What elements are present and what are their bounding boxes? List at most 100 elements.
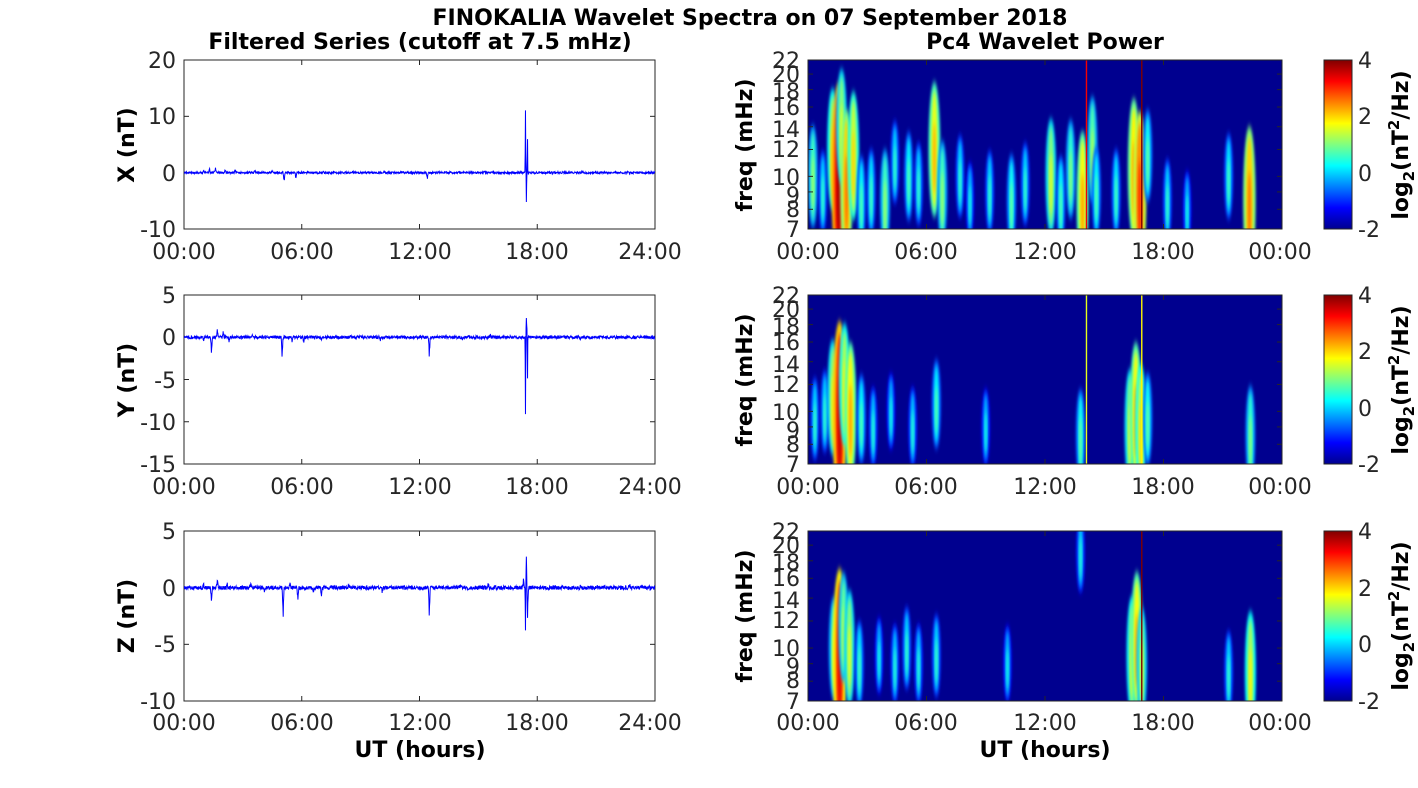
- power-burst-core: [1186, 194, 1189, 229]
- power-burst-core: [1247, 171, 1251, 229]
- power-burst-core: [1249, 415, 1252, 464]
- power-burst-core: [1024, 167, 1027, 212]
- colorbar-tick-label: -2: [1358, 690, 1380, 715]
- freq-tick-label: 22: [772, 49, 800, 74]
- power-burst-core: [1249, 648, 1252, 701]
- freq-tick-label: 10: [772, 166, 800, 191]
- freq-tick-label: 22: [772, 520, 800, 545]
- y-tick-label: 5: [162, 284, 176, 309]
- x-tick-label: 06:00: [270, 711, 333, 736]
- colorbar-tick-label: 0: [1358, 633, 1372, 658]
- power-burst-core: [860, 182, 863, 229]
- x-tick-label: 06:00: [270, 475, 333, 500]
- y-axis-label: freq (mHz): [733, 314, 758, 447]
- x-tick-label: 12:00: [388, 475, 451, 500]
- y-tick-label: 20: [148, 49, 176, 74]
- freq-tick-label: 9: [786, 184, 800, 209]
- power-burst-core: [935, 386, 938, 434]
- freq-tick-label: 7: [786, 218, 800, 243]
- power-burst-core: [1095, 174, 1098, 222]
- y-axis-label: Y (nT): [115, 343, 140, 418]
- power-burst-core: [1081, 173, 1085, 229]
- series-line-x: [184, 110, 655, 203]
- series-panel-x: 20 10 0 -10 00:00 06:00 12:00 18:00 24:0…: [115, 49, 682, 265]
- y-tick-label: -15: [140, 453, 176, 478]
- power-burst-core: [1069, 149, 1072, 202]
- x-tick-label: 18:00: [1131, 475, 1194, 500]
- spectrum-background: [808, 531, 1282, 701]
- freq-tick-label: 20: [772, 63, 800, 88]
- x-tick-label: 18:00: [1131, 711, 1194, 736]
- freq-tick-label: 8: [786, 198, 800, 223]
- power-burst-core: [893, 145, 897, 190]
- spectrum-panel-x: 22 20 18 16 14 12 10 9 8 7 00:00 06:00 1…: [733, 49, 1418, 265]
- spectrum-background: [808, 295, 1282, 464]
- y-tick-label: 5: [162, 520, 176, 545]
- x-tick-label: 00:00: [776, 240, 839, 265]
- power-burst-core: [917, 167, 920, 212]
- freq-tick-label: 14: [772, 118, 800, 143]
- freq-tick-label: 22: [772, 284, 800, 309]
- freq-tick-label: 12: [772, 138, 800, 163]
- x-tick-label: 24:00: [618, 240, 681, 265]
- colorbar-label: log2(nT2/Hz): [1385, 70, 1418, 219]
- spectrum-background: [808, 60, 1282, 229]
- x-tick-label: 24:00: [618, 475, 681, 500]
- power-burst-core: [1146, 137, 1149, 187]
- freq-tick-label: 16: [772, 567, 800, 592]
- power-burst-core: [848, 384, 852, 457]
- colorbar-z: 4 2 0 -2 log2(nT2/Hz): [1323, 520, 1418, 715]
- freq-tick-label: 12: [772, 609, 800, 634]
- power-burst-core: [935, 639, 938, 683]
- y-tick-label: -5: [154, 369, 176, 394]
- freq-tick-label: 8: [786, 433, 800, 458]
- freq-tick-label: 18: [772, 80, 800, 105]
- x-tick-label: 00:00: [776, 711, 839, 736]
- x-tick-label: 24:00: [618, 711, 681, 736]
- colorbar-tick-label: 2: [1358, 340, 1372, 365]
- power-burst-core: [1114, 174, 1118, 221]
- figure-title: FINOKALIA Wavelet Spectra on 07 Septembe…: [433, 6, 1068, 31]
- freq-tick-label: 14: [772, 589, 800, 614]
- spectrum-panel-y: 22 20 18 16 14 12 10 9 8 7 00:00 06:00 1…: [733, 284, 1418, 500]
- y-tick-label: -10: [140, 218, 176, 243]
- power-burst-core: [848, 625, 851, 686]
- colorbar-tick-label: 2: [1358, 577, 1372, 602]
- freq-tick-label: 7: [786, 690, 800, 715]
- power-burst-core: [821, 175, 824, 220]
- power-burst-core: [1227, 655, 1230, 700]
- left-column-title: Filtered Series (cutoff at 7.5 mHz): [208, 30, 631, 55]
- right-column-title: Pc4 Wavelet Power: [926, 30, 1164, 55]
- series-axes-box: [183, 294, 656, 465]
- x-axis-label: UT (hours): [979, 738, 1110, 763]
- series-panel-y: 5 0 -5 -10 -15 00:00 06:00 12:00 18:00 2…: [115, 284, 682, 500]
- power-burst-core: [1227, 159, 1230, 205]
- x-axis-label: UT (hours): [354, 738, 485, 763]
- freq-tick-label: 10: [772, 637, 800, 662]
- freq-tick-label: 8: [786, 669, 800, 694]
- power-burst-core: [870, 174, 873, 221]
- power-burst-core: [1146, 400, 1149, 450]
- y-tick-label: 0: [162, 162, 176, 187]
- colorbar-tick-label: -2: [1358, 218, 1380, 243]
- power-burst-core: [1166, 183, 1169, 228]
- power-burst-core: [984, 411, 987, 453]
- power-burst-core: [917, 647, 920, 690]
- y-tick-label: -10: [140, 411, 176, 436]
- power-burst-core: [988, 175, 991, 220]
- y-axis-label: Z (nT): [115, 579, 140, 653]
- y-tick-label: 0: [162, 326, 176, 351]
- power-burst-core: [1059, 182, 1062, 229]
- freq-tick-label: 14: [772, 353, 800, 378]
- power-burst-core: [907, 158, 910, 206]
- colorbar-x: 4 2 0 -2 log2(nT2/Hz): [1323, 49, 1418, 243]
- x-tick-label: 18:00: [505, 475, 568, 500]
- colorbar-gradient: [1323, 59, 1353, 230]
- colorbar-tick-label: 4: [1358, 284, 1372, 309]
- y-tick-label: 10: [148, 105, 176, 130]
- y-axis-label: X (nT): [115, 107, 140, 182]
- x-tick-label: 12:00: [388, 711, 451, 736]
- power-burst-core: [844, 154, 849, 229]
- colorbar-tick-label: 4: [1358, 49, 1372, 74]
